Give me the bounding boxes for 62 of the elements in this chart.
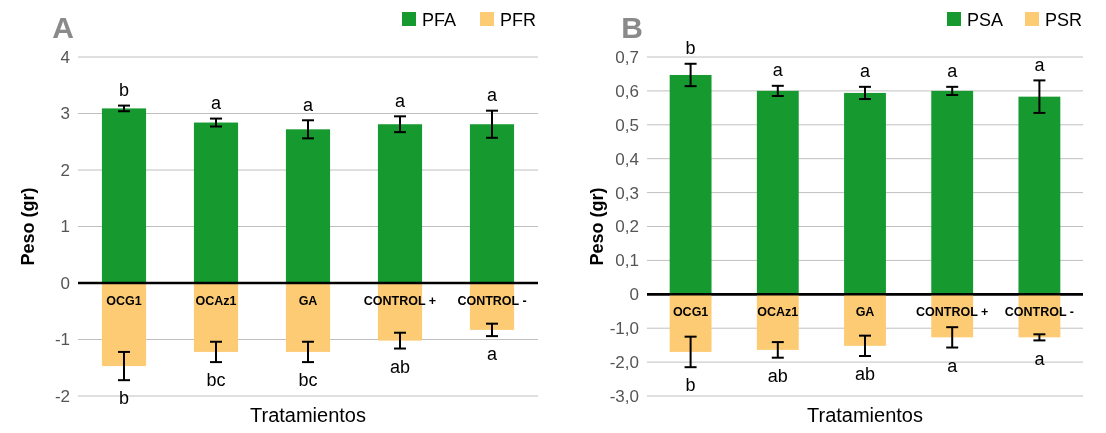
x-tick-label: OCAz1 [757,305,799,320]
legend-label: PSA [967,10,1004,30]
y-tick-label: 0,3 [615,183,639,203]
annotation: bc [298,370,318,391]
y-tick-label: 0,1 [615,251,639,271]
y-tick-label: 2 [60,160,70,180]
annotation: a [772,60,784,81]
y-tick-label: -2 [54,386,70,406]
annotation: a [394,90,406,111]
annotation: a [302,94,314,115]
x-tick-label: OCG1 [672,305,709,320]
y-tick-label: -1,0 [609,319,639,339]
bar [193,122,239,283]
annotation: b [685,38,696,59]
annotation: a [486,84,498,105]
annotation: ab [389,356,411,377]
x-tick-label: OCAz1 [195,294,237,308]
chart-title: B [621,11,643,44]
bar [285,129,331,283]
y-axis-title: Peso (gr) [18,187,38,266]
y-tick-label: 0,5 [615,115,639,135]
annotation: a [947,61,959,82]
y-tick-label: 0,4 [615,149,639,169]
y-tick-label: 0,2 [615,217,639,237]
x-axis-title: Tratamientos [807,404,923,426]
y-axis-title: Peso (gr) [587,187,607,266]
bar [377,124,423,283]
annotation: b [118,388,130,409]
x-tick-label: GA [298,294,318,308]
annotation: bc [206,370,226,391]
annotation: a [859,61,871,82]
bar [193,283,239,352]
y-tick-label: 0 [629,285,639,305]
bar [101,108,147,283]
x-axis-title: Tratamientos [250,404,366,426]
y-tick-label: -2,0 [609,353,639,373]
bar [469,124,515,283]
y-tick-label: -3,0 [609,386,639,406]
annotation: a [1034,348,1046,369]
bar [101,283,147,367]
y-tick-label: 3 [60,104,70,124]
bar [285,283,331,352]
annotation: a [486,344,498,365]
y-tick-label: 0 [60,273,70,293]
legend-label: PSR [1045,10,1083,30]
x-tick-label: GA [855,305,875,320]
y-tick-label: 1 [60,217,70,237]
y-tick-label: 0,7 [615,47,639,67]
annotation: ab [767,365,788,386]
annotation: b [118,79,130,100]
annotation: b [685,375,696,396]
legend-label: PFR [500,10,536,30]
y-tick-label: 0,6 [615,81,639,101]
annotation: a [947,355,959,376]
legend-label: PFA [422,10,457,30]
annotation: ab [854,364,876,385]
x-tick-label: OCG1 [106,294,142,308]
chart-title: A [52,11,74,44]
y-tick-label: 4 [60,47,70,67]
y-tick-label: -1 [54,330,70,350]
annotation: a [1034,54,1046,75]
annotation: a [210,92,222,113]
